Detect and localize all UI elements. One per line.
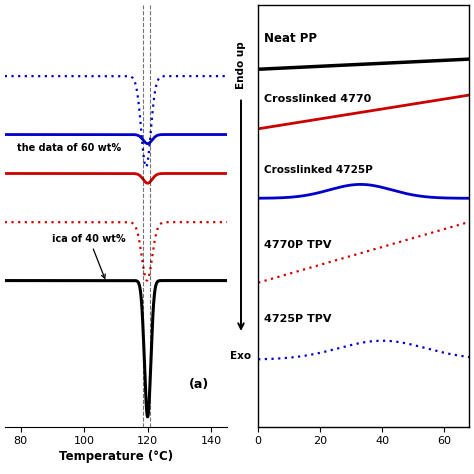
Text: Crosslinked 4725P: Crosslinked 4725P bbox=[264, 165, 373, 175]
Text: Exo: Exo bbox=[230, 351, 252, 361]
Text: 4725P TPV: 4725P TPV bbox=[264, 314, 332, 324]
Text: ica of 40 wt%: ica of 40 wt% bbox=[52, 234, 126, 278]
Text: the data of 60 wt%: the data of 60 wt% bbox=[18, 143, 121, 153]
Text: (a): (a) bbox=[189, 378, 209, 391]
Text: Crosslinked 4770: Crosslinked 4770 bbox=[264, 93, 372, 103]
Text: Neat PP: Neat PP bbox=[264, 32, 317, 45]
X-axis label: Temperature (°C): Temperature (°C) bbox=[59, 450, 173, 464]
Text: Endo up: Endo up bbox=[236, 41, 246, 89]
Text: 4770P TPV: 4770P TPV bbox=[264, 240, 332, 250]
